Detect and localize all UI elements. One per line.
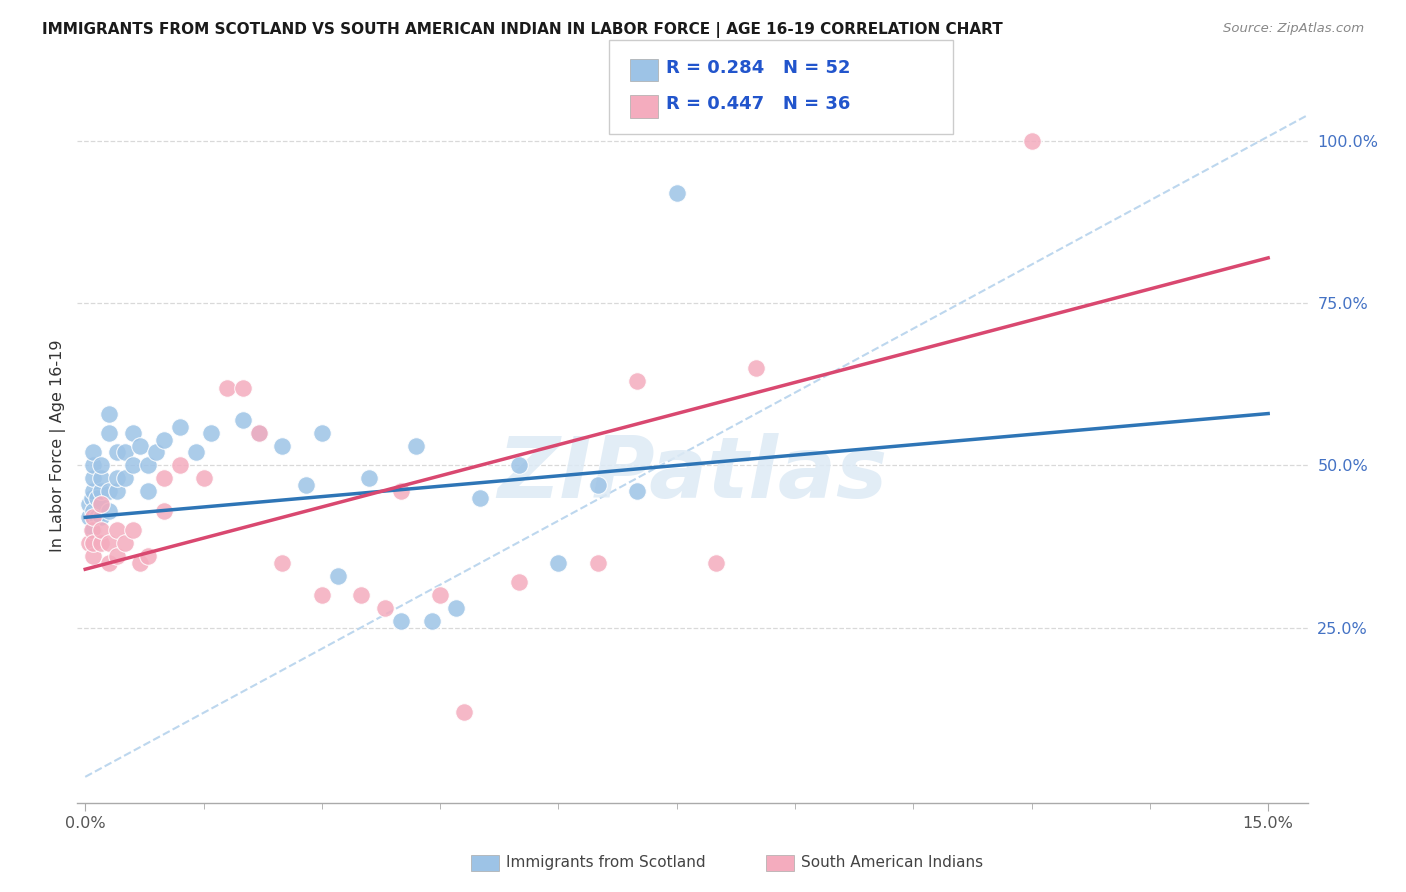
Point bbox=[153, 433, 176, 447]
Point bbox=[444, 601, 467, 615]
Text: Immigrants from Scotland: Immigrants from Scotland bbox=[506, 855, 706, 870]
Point bbox=[114, 445, 136, 459]
Point bbox=[453, 705, 475, 719]
Point bbox=[86, 491, 108, 505]
Point bbox=[350, 588, 373, 602]
Point bbox=[665, 186, 688, 200]
Point bbox=[97, 536, 120, 550]
Point bbox=[389, 484, 412, 499]
Point bbox=[136, 458, 159, 473]
Point bbox=[105, 471, 128, 485]
Text: R = 0.447   N = 36: R = 0.447 N = 36 bbox=[666, 95, 851, 113]
Point bbox=[136, 549, 159, 564]
Point bbox=[626, 484, 648, 499]
Y-axis label: In Labor Force | Age 16-19: In Labor Force | Age 16-19 bbox=[51, 340, 66, 552]
Point bbox=[547, 556, 569, 570]
Point bbox=[121, 425, 143, 440]
Point bbox=[97, 484, 120, 499]
Point bbox=[105, 549, 128, 564]
Point bbox=[90, 497, 112, 511]
Point bbox=[232, 381, 254, 395]
Point bbox=[184, 445, 207, 459]
Point bbox=[374, 601, 396, 615]
Point bbox=[90, 524, 112, 538]
Point bbox=[114, 471, 136, 485]
Point bbox=[704, 556, 727, 570]
Point bbox=[145, 445, 167, 459]
Point bbox=[508, 575, 530, 590]
Point bbox=[626, 374, 648, 388]
Text: IMMIGRANTS FROM SCOTLAND VS SOUTH AMERICAN INDIAN IN LABOR FORCE | AGE 16-19 COR: IMMIGRANTS FROM SCOTLAND VS SOUTH AMERIC… bbox=[42, 22, 1002, 38]
Point bbox=[82, 536, 104, 550]
Point bbox=[97, 407, 120, 421]
Point bbox=[200, 425, 222, 440]
Point bbox=[136, 484, 159, 499]
Point bbox=[271, 439, 294, 453]
Point bbox=[82, 504, 104, 518]
Text: Source: ZipAtlas.com: Source: ZipAtlas.com bbox=[1223, 22, 1364, 36]
Point bbox=[468, 491, 491, 505]
Point bbox=[82, 471, 104, 485]
Point bbox=[129, 556, 152, 570]
Point bbox=[77, 497, 100, 511]
Point bbox=[82, 445, 104, 459]
Point bbox=[429, 588, 451, 602]
Point bbox=[232, 413, 254, 427]
Point bbox=[586, 556, 609, 570]
Point bbox=[82, 524, 104, 538]
Point bbox=[105, 445, 128, 459]
Point bbox=[90, 497, 112, 511]
Point bbox=[90, 484, 112, 499]
Point bbox=[80, 524, 103, 538]
Point bbox=[247, 425, 270, 440]
Point bbox=[77, 510, 100, 524]
Point bbox=[121, 458, 143, 473]
Point bbox=[359, 471, 381, 485]
Point bbox=[97, 504, 120, 518]
Point bbox=[97, 556, 120, 570]
Point bbox=[90, 471, 112, 485]
Point bbox=[82, 510, 104, 524]
Point bbox=[193, 471, 215, 485]
Point bbox=[508, 458, 530, 473]
Point bbox=[744, 361, 766, 376]
Point bbox=[1021, 134, 1043, 148]
Point bbox=[114, 536, 136, 550]
Point bbox=[169, 458, 191, 473]
Point bbox=[97, 425, 120, 440]
Point bbox=[82, 484, 104, 499]
Point bbox=[82, 549, 104, 564]
Text: South American Indians: South American Indians bbox=[801, 855, 984, 870]
Point bbox=[326, 568, 349, 582]
Text: R = 0.284   N = 52: R = 0.284 N = 52 bbox=[666, 59, 851, 77]
Point bbox=[389, 614, 412, 628]
Point bbox=[90, 458, 112, 473]
Point bbox=[82, 458, 104, 473]
Point bbox=[105, 484, 128, 499]
Point bbox=[121, 524, 143, 538]
Point bbox=[153, 471, 176, 485]
Point bbox=[247, 425, 270, 440]
Point bbox=[271, 556, 294, 570]
Point bbox=[311, 588, 333, 602]
Point bbox=[77, 536, 100, 550]
Point bbox=[295, 478, 318, 492]
Point bbox=[405, 439, 427, 453]
Point bbox=[90, 536, 112, 550]
Point bbox=[586, 478, 609, 492]
Point bbox=[153, 504, 176, 518]
Point bbox=[311, 425, 333, 440]
Point bbox=[86, 510, 108, 524]
Point bbox=[105, 524, 128, 538]
Point bbox=[129, 439, 152, 453]
Point bbox=[169, 419, 191, 434]
Text: ZIPatlas: ZIPatlas bbox=[498, 433, 887, 516]
Point bbox=[90, 510, 112, 524]
Point bbox=[80, 491, 103, 505]
Point bbox=[420, 614, 443, 628]
Point bbox=[217, 381, 239, 395]
